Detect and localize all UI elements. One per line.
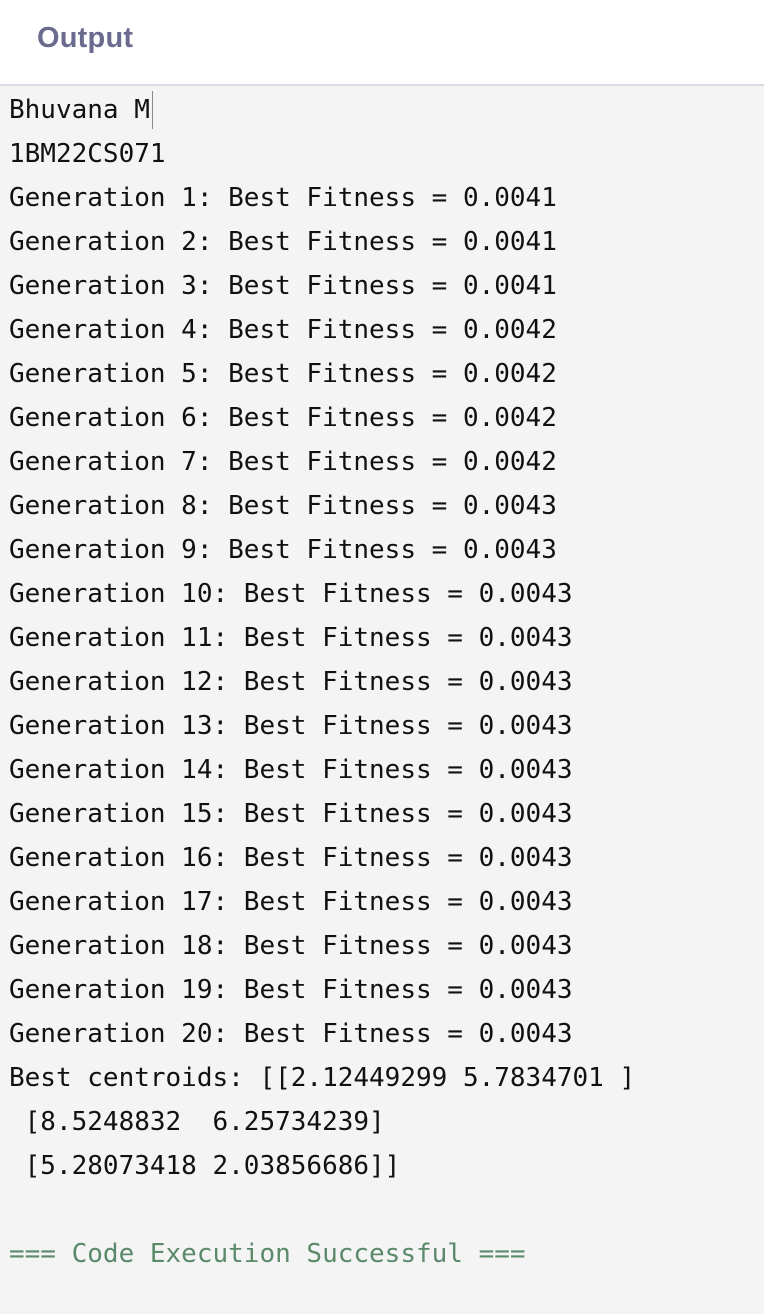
console-output[interactable]: Bhuvana M 1BM22CS071 Generation 1: Best F… <box>9 88 764 1276</box>
console-line: Generation 10: Best Fitness = 0.0043 <box>9 579 573 609</box>
console-line: 1BM22CS071 <box>9 139 166 169</box>
console-line: Generation 16: Best Fitness = 0.0043 <box>9 843 573 873</box>
console-line: Bhuvana M <box>9 88 764 132</box>
console-line: Generation 9: Best Fitness = 0.0043 <box>9 535 557 565</box>
success-message: === Code Execution Successful === <box>9 1239 526 1269</box>
console-line: Generation 12: Best Fitness = 0.0043 <box>9 667 573 697</box>
console-line: Generation 18: Best Fitness = 0.0043 <box>9 931 573 961</box>
output-header: Output <box>0 0 764 86</box>
console-line: Generation 14: Best Fitness = 0.0043 <box>9 755 573 785</box>
console-line: Generation 2: Best Fitness = 0.0041 <box>9 227 557 257</box>
output-title: Output <box>37 22 134 54</box>
text-cursor <box>151 91 153 129</box>
console-line: Generation 3: Best Fitness = 0.0041 <box>9 271 557 301</box>
console-line: Generation 17: Best Fitness = 0.0043 <box>9 887 573 917</box>
console-line: Generation 19: Best Fitness = 0.0043 <box>9 975 573 1005</box>
console-line: Generation 20: Best Fitness = 0.0043 <box>9 1019 573 1049</box>
blank-line <box>9 1188 764 1232</box>
console-lines: 1BM22CS071 Generation 1: Best Fitness = 0… <box>9 132 764 1188</box>
console-line: Generation 15: Best Fitness = 0.0043 <box>9 799 573 829</box>
console-line: [5.28073418 2.03856686]] <box>9 1151 401 1181</box>
console-line: Generation 8: Best Fitness = 0.0043 <box>9 491 557 521</box>
console-line: Best centroids: [[2.12449299 5.7834701 ] <box>9 1063 636 1093</box>
console-line: Generation 6: Best Fitness = 0.0042 <box>9 403 557 433</box>
console-line: [8.5248832 6.25734239] <box>9 1107 385 1137</box>
console-line-text: Bhuvana M <box>9 95 150 125</box>
console-line: Generation 5: Best Fitness = 0.0042 <box>9 359 557 389</box>
console-line: Generation 4: Best Fitness = 0.0042 <box>9 315 557 345</box>
console-line: Generation 13: Best Fitness = 0.0043 <box>9 711 573 741</box>
console-line: Generation 11: Best Fitness = 0.0043 <box>9 623 573 653</box>
console-line: Generation 7: Best Fitness = 0.0042 <box>9 447 557 477</box>
console-line: Generation 1: Best Fitness = 0.0041 <box>9 183 557 213</box>
